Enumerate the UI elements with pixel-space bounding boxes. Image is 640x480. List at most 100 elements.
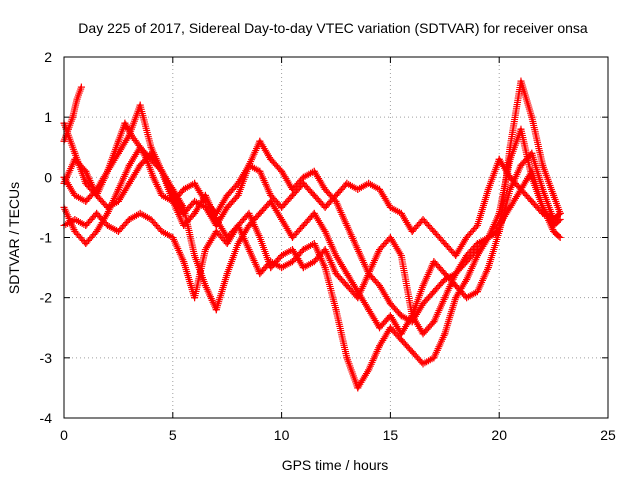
data-point [201, 191, 209, 199]
data-point [365, 270, 373, 278]
data-point [321, 227, 329, 235]
data-point [430, 227, 438, 235]
data-point [506, 143, 514, 151]
plot-frame [63, 56, 609, 419]
data-point [376, 342, 384, 350]
data-point [408, 227, 416, 235]
data-point [288, 258, 296, 266]
data-point [495, 227, 503, 235]
data-point [288, 234, 296, 241]
data-point [71, 149, 79, 157]
data-point [149, 173, 157, 181]
data-point [430, 354, 438, 362]
data-point [321, 203, 329, 211]
data-point [256, 167, 264, 175]
data-point [354, 246, 362, 254]
y-tick-label: -2 [40, 290, 53, 306]
data-point [114, 185, 122, 193]
data-point [430, 258, 438, 266]
data-point [82, 167, 90, 175]
data-point [419, 300, 427, 308]
data-point [365, 366, 373, 374]
data-point [191, 197, 199, 205]
data-point [343, 282, 351, 290]
data-point [484, 185, 492, 193]
data-point [256, 270, 264, 278]
data-point [365, 179, 373, 187]
data-point [550, 221, 558, 229]
data-point [82, 221, 90, 229]
data-point [539, 185, 547, 193]
data-point [332, 197, 340, 205]
data-point [93, 227, 101, 235]
series-markers [60, 125, 564, 392]
data-point [441, 270, 449, 278]
data-point [267, 197, 275, 205]
data-point [147, 143, 155, 151]
data-point [245, 209, 253, 217]
data-point [201, 203, 209, 211]
data-point [419, 360, 427, 368]
data-point [321, 246, 329, 254]
data-point [386, 312, 394, 320]
data-point [310, 209, 318, 217]
data-point [354, 288, 362, 296]
data-point [180, 185, 188, 193]
data-point [125, 215, 133, 223]
data-point [397, 209, 405, 217]
data-point [245, 161, 253, 169]
data-point [550, 227, 558, 235]
data-point [550, 191, 558, 199]
data-point [73, 95, 81, 103]
data-point [212, 215, 220, 223]
data-point [169, 234, 177, 241]
data-point [321, 185, 329, 193]
data-point [463, 234, 471, 241]
data-point [71, 227, 79, 235]
data-point [267, 264, 275, 272]
data-point [332, 252, 340, 260]
data-point [191, 209, 199, 217]
data-point [550, 215, 558, 223]
data-point [397, 330, 405, 338]
data-point [441, 330, 449, 338]
data-point [506, 203, 514, 211]
data-marks [60, 77, 564, 392]
data-point [441, 294, 449, 302]
data-point [528, 173, 536, 181]
data-point [376, 324, 384, 332]
data-point [136, 143, 144, 151]
data-point [397, 336, 405, 344]
data-point [256, 209, 264, 217]
data-point [376, 282, 384, 290]
x-axis-label: GPS time / hours [282, 457, 389, 473]
data-point [408, 348, 416, 356]
data-point [256, 137, 264, 145]
data-point [180, 221, 188, 229]
y-tick-label: 0 [44, 169, 52, 185]
data-point [452, 294, 460, 302]
data-point [343, 221, 351, 229]
data-point [386, 300, 394, 308]
data-point [299, 264, 307, 272]
data-point [104, 209, 112, 217]
data-point [136, 101, 144, 109]
data-point [93, 209, 101, 217]
data-point [288, 246, 296, 254]
y-tick-label: -4 [40, 410, 53, 426]
data-point [473, 288, 481, 296]
data-point [71, 155, 79, 163]
data-point [278, 252, 286, 260]
data-point [343, 354, 351, 362]
data-point [104, 167, 112, 175]
x-tick-label: 25 [600, 427, 616, 443]
data-point [430, 318, 438, 326]
data-point [556, 234, 564, 241]
data-point [69, 113, 77, 121]
data-point [191, 252, 199, 260]
data-point [158, 227, 166, 235]
data-point [506, 185, 514, 193]
data-point [556, 215, 564, 223]
data-point [354, 384, 362, 392]
data-point [125, 161, 133, 169]
